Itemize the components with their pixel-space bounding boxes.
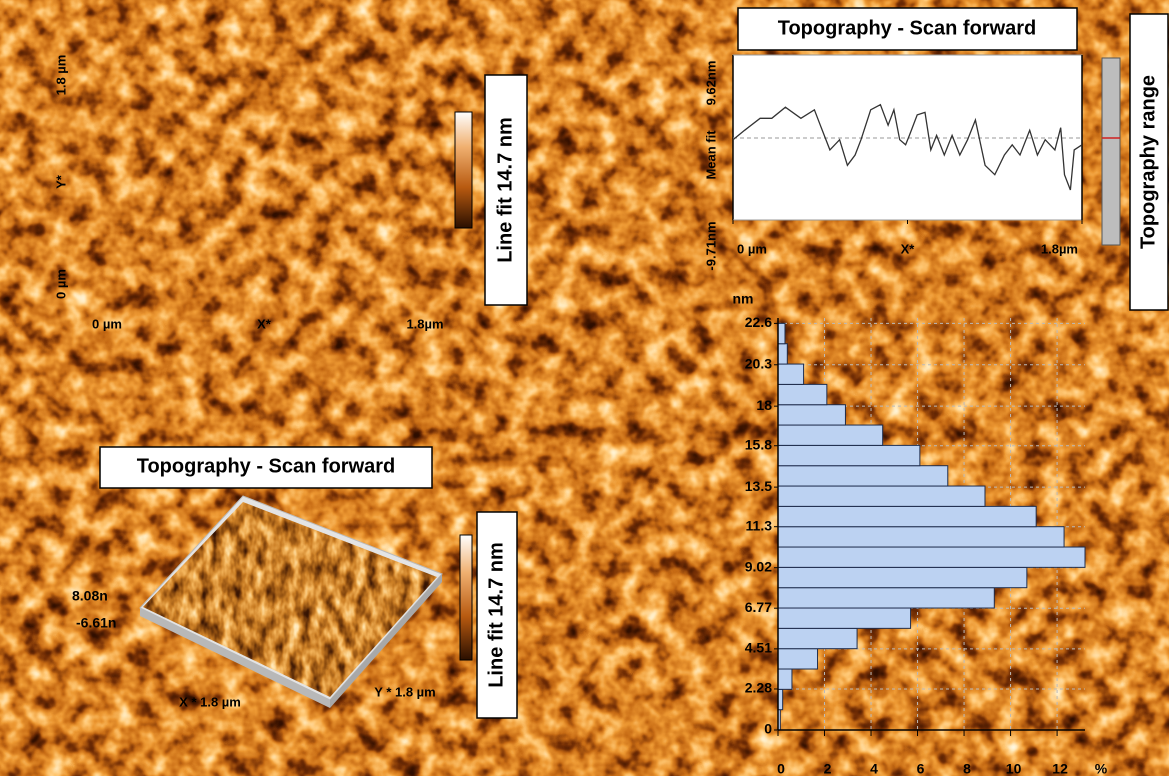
- bar: [777, 607, 912, 629]
- bar: [777, 363, 805, 385]
- x-label: 1.8µm: [406, 316, 443, 331]
- title-box: [737, 7, 1078, 51]
- bar: [777, 627, 858, 650]
- x-tick-label: 6: [917, 761, 925, 776]
- panel-title: Topography - Scan forward: [137, 455, 396, 477]
- surface-3d: [143, 502, 437, 697]
- bar: [777, 668, 793, 690]
- y-label: 1.8 µm: [53, 55, 68, 96]
- bar: [777, 424, 884, 446]
- surface-side: [140, 608, 330, 708]
- y-tick-label: 2.28: [745, 680, 772, 696]
- bar: [777, 648, 819, 670]
- bar: [777, 526, 1065, 548]
- x-tick-label: 0: [777, 761, 785, 776]
- y-label: Y * 1.8 µm: [374, 684, 435, 699]
- bar: [777, 465, 949, 487]
- y-tick-label: 6.77: [745, 599, 772, 615]
- range-bar: [1101, 57, 1121, 246]
- z-label: 8.08n: [72, 588, 108, 604]
- label-box: [476, 511, 518, 719]
- colorbar: [454, 111, 473, 229]
- x-tick-label: 12: [1052, 761, 1068, 776]
- panel-title: Topography - Scan forward: [136, 19, 395, 41]
- y-tick-label: 15.8: [745, 436, 772, 452]
- y-axis-label: nm: [733, 291, 754, 307]
- y-tick-label: 9.02: [745, 558, 772, 574]
- title-box: [99, 446, 433, 489]
- label-box: [484, 74, 528, 306]
- bar: [777, 587, 995, 609]
- colorbar-label: Line fit 14.7 nm: [494, 117, 516, 263]
- x-label: 0 µm: [92, 316, 122, 331]
- colorbar: [459, 534, 473, 661]
- title-box: [94, 9, 436, 53]
- y-tick-label: 0: [764, 721, 772, 737]
- bar: [777, 343, 788, 365]
- y-tick-label: 13.5: [745, 478, 772, 494]
- bar: [777, 404, 846, 426]
- x-tick-label: 2: [824, 761, 832, 776]
- x-tick-label: 4: [870, 761, 878, 776]
- bar: [777, 383, 828, 406]
- y-tick-label: -9.71nm: [703, 221, 718, 270]
- x-tick-label: 8: [963, 761, 971, 776]
- x-label: X*: [257, 316, 272, 331]
- bar: [777, 505, 1037, 528]
- colorbar-label: Line fit 14.7 nm: [485, 542, 507, 688]
- chart-title: Topography - Scan forward: [778, 17, 1037, 39]
- y-tick-label: Mean fit: [703, 130, 718, 180]
- x-axis-label: X*: [901, 241, 916, 256]
- bar: [777, 566, 1028, 589]
- side-label: Topography range: [1137, 75, 1159, 249]
- z-label: -6.61n: [76, 615, 116, 631]
- x-axis-label: %: [1095, 761, 1108, 776]
- bar: [777, 444, 921, 467]
- y-tick-label: 20.3: [745, 355, 772, 371]
- topography-image: [90, 55, 437, 295]
- y-tick-label: 18: [756, 397, 772, 413]
- profile-line: [732, 103, 1083, 191]
- bar: [777, 322, 786, 345]
- y-tick-label: 4.51: [745, 640, 772, 656]
- bar: [777, 546, 1086, 568]
- x-tick-label: 10: [1006, 761, 1022, 776]
- y-tick-label: 9.62nm: [703, 61, 718, 106]
- surface-side: [330, 574, 442, 708]
- y-label: 0 µm: [53, 269, 68, 299]
- y-tick-label: 22.6: [745, 314, 772, 330]
- label-box: [1129, 13, 1169, 311]
- x-label: X * 1.8 µm: [179, 694, 241, 709]
- x-tick-label: 1.8µm: [1041, 241, 1078, 256]
- x-tick-label: 0 µm: [737, 241, 767, 256]
- y-label: Y*: [53, 174, 68, 189]
- y-tick-label: 11.3: [746, 517, 773, 533]
- bar: [777, 485, 986, 507]
